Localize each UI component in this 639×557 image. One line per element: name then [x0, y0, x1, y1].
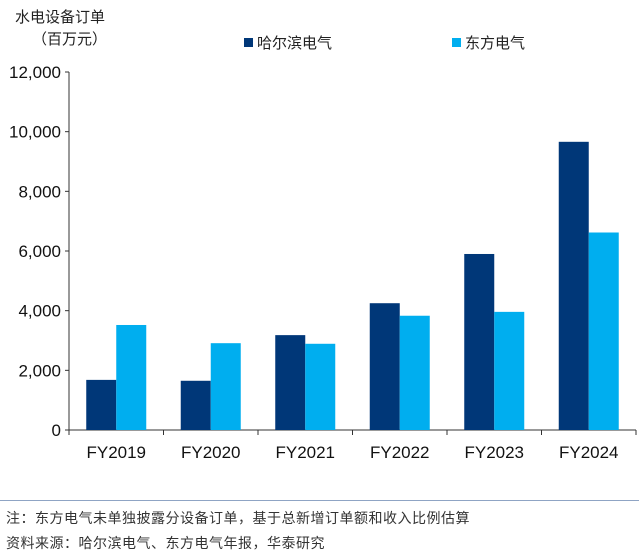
y-tick-label: 8,000	[18, 182, 61, 201]
divider	[0, 500, 639, 501]
legend-swatch	[452, 38, 461, 47]
bar-FY2019-东方电气	[116, 324, 147, 430]
y-axis-label: 水电设备订单	[15, 8, 105, 26]
y-tick-label: 6,000	[18, 242, 61, 261]
bar-FY2021-东方电气	[305, 343, 336, 430]
legend-swatch	[244, 38, 253, 47]
bar-chart: 水电设备订单 （百万元） 哈尔滨电气 东方电气 0 2,000 4,000 6,000 8,00…	[9, 8, 637, 462]
x-tick-label: FY2020	[181, 443, 241, 462]
bar-FY2023-哈尔滨电气	[464, 253, 495, 430]
chart-source: 资料来源：哈尔滨电气、东方电气年报，华泰研究	[6, 536, 325, 552]
bar-FY2021-哈尔滨电气	[275, 335, 306, 430]
y-tick-label: 2,000	[18, 361, 61, 380]
bar-FY2024-哈尔滨电气	[558, 141, 589, 430]
y-tick-label: 4,000	[18, 302, 61, 321]
y-tick-label: 0	[52, 421, 61, 440]
y-axis-unit: （百万元）	[32, 30, 107, 48]
bar-FY2020-哈尔滨电气	[180, 380, 211, 430]
bar-FY2022-哈尔滨电气	[369, 303, 400, 430]
y-tick-label: 10,000	[9, 123, 61, 142]
x-tick-label: FY2023	[464, 443, 524, 462]
bar-FY2023-东方电气	[494, 311, 525, 430]
x-tick-label: FY2024	[559, 443, 619, 462]
bar-FY2022-东方电气	[399, 315, 430, 430]
bar-FY2020-东方电气	[210, 343, 241, 430]
x-tick-label: FY2022	[370, 443, 430, 462]
legend-label: 哈尔滨电气	[257, 34, 332, 52]
y-tick-label: 12,000	[9, 63, 61, 82]
x-tick-label: FY2019	[86, 443, 146, 462]
bar-FY2024-东方电气	[588, 232, 619, 430]
x-tick-label: FY2021	[275, 443, 335, 462]
chart-note: 注：东方电气未单独披露分设备订单，基于总新增订单额和收入比例估算	[6, 511, 470, 527]
legend-label: 东方电气	[465, 34, 525, 52]
bar-FY2019-哈尔滨电气	[86, 379, 117, 430]
